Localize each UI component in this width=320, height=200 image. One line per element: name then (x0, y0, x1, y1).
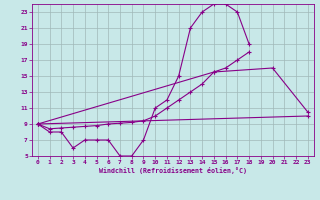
X-axis label: Windchill (Refroidissement éolien,°C): Windchill (Refroidissement éolien,°C) (99, 167, 247, 174)
